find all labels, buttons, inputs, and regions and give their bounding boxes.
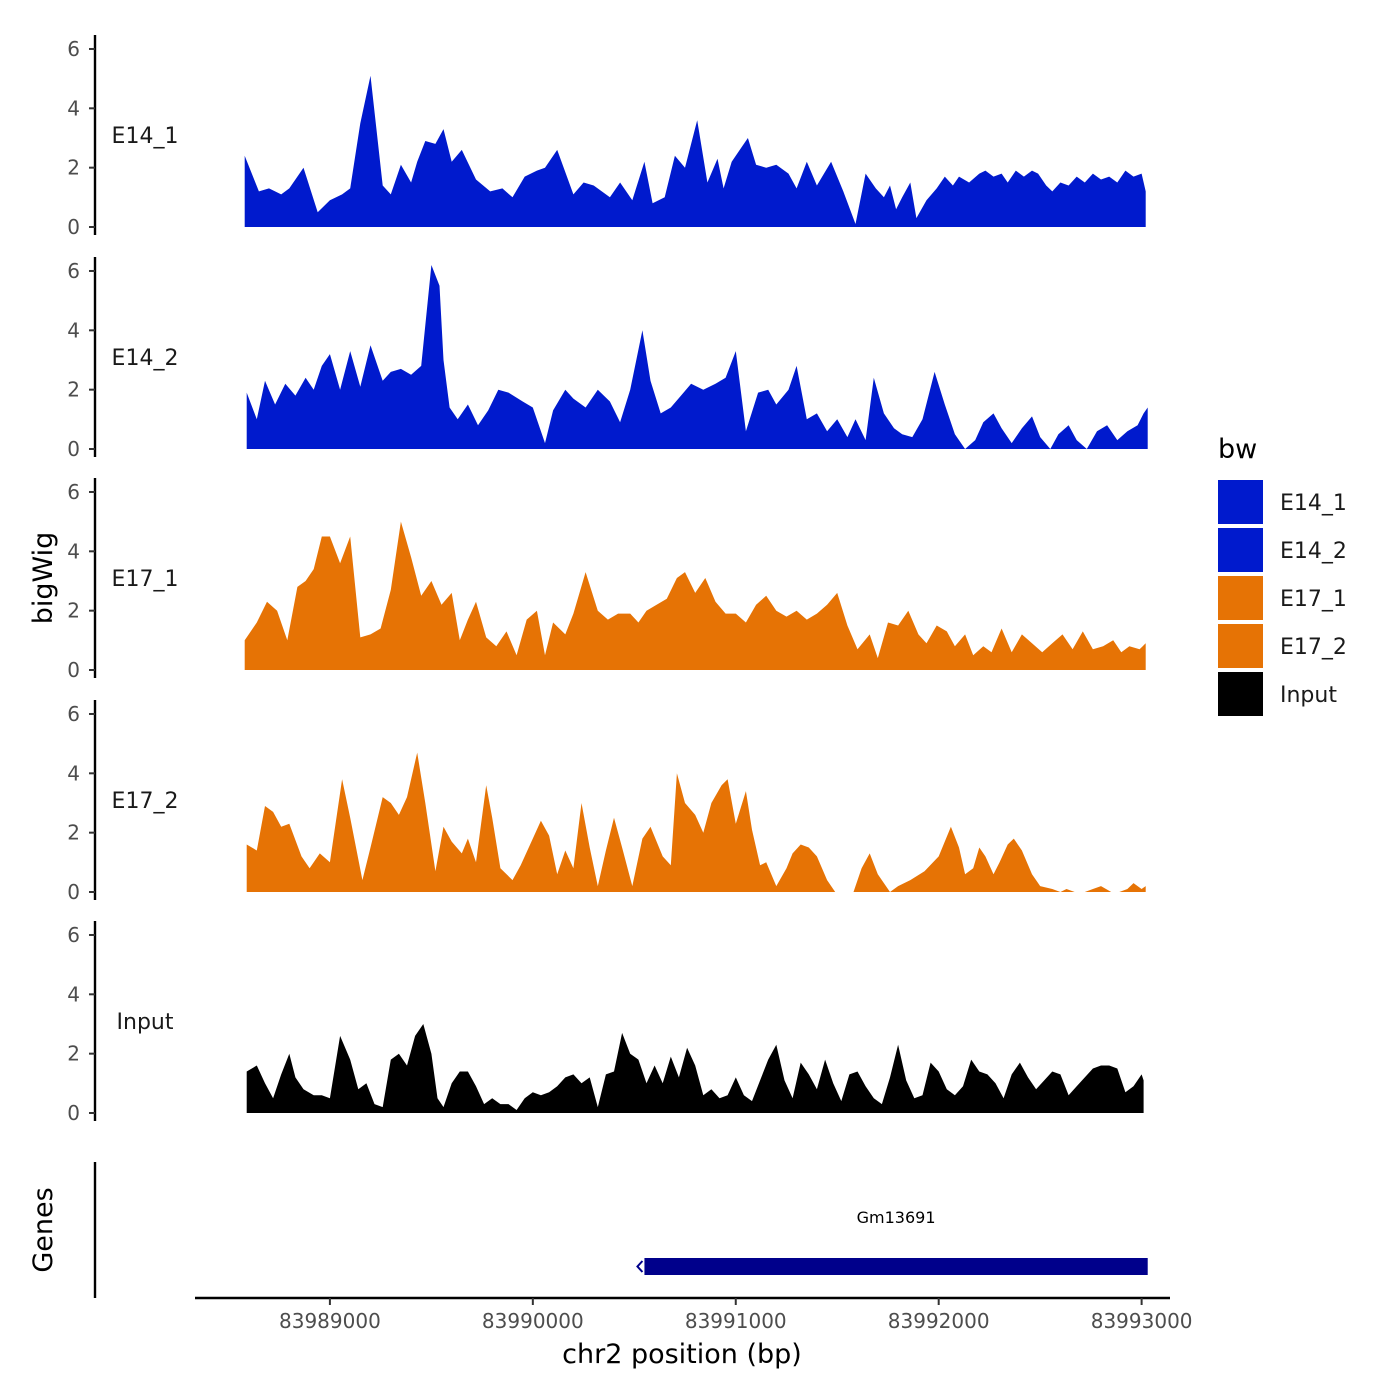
x-tick-label: 83992000	[888, 1309, 990, 1333]
legend-label: E14_1	[1280, 491, 1347, 516]
y-tick-label: 2	[67, 378, 80, 402]
track-Input: 0 2 4 6 Input	[67, 921, 1144, 1125]
track-label: E17_1	[112, 567, 179, 592]
y-axis-title: bigWig	[28, 532, 59, 625]
y-tick-label: 0	[67, 658, 80, 682]
y-tick-label: 6	[67, 923, 80, 947]
gene-Gm13691: Gm13691	[636, 1208, 1148, 1275]
y-tick-label: 2	[67, 599, 80, 623]
x-axis: 83989000 83990000 83991000 83992000 83993000	[195, 1296, 1193, 1333]
legend-swatch	[1218, 528, 1263, 572]
genes-panel: Gm13691	[93, 1162, 1148, 1298]
legend-item-E14_2: E14_2	[1218, 528, 1347, 572]
y-tick-label: 2	[67, 1042, 80, 1066]
legend-label: E17_1	[1280, 587, 1347, 612]
area-E14_1	[244, 75, 1146, 227]
track-E17_1: 0 2 4 6 E17_1	[67, 478, 1146, 682]
legend-swatch	[1218, 576, 1263, 620]
track-label: E17_2	[112, 789, 179, 814]
legend-swatch	[1218, 672, 1263, 716]
track-E14_2: 0 2 4 6 E14_2	[67, 257, 1148, 461]
track-label: Input	[117, 1010, 174, 1035]
y-tick-label: 6	[67, 702, 80, 726]
legend-label: E14_2	[1280, 539, 1347, 564]
legend-label: Input	[1280, 683, 1337, 708]
y-tick-label: 0	[67, 1101, 80, 1125]
track-label: E14_1	[112, 124, 179, 149]
y-tick-label: 6	[67, 37, 80, 61]
track-E17_2: 0 2 4 6 E17_2	[67, 700, 1146, 904]
strand-arrow	[636, 1260, 644, 1273]
legend-item-E17_1: E17_1	[1218, 576, 1347, 620]
y-tick-label: 4	[67, 761, 80, 785]
y-tick-label: 6	[67, 480, 80, 504]
legend-swatch	[1218, 480, 1263, 524]
legend-item-E14_1: E14_1	[1218, 480, 1347, 524]
legend-title: bw	[1218, 434, 1257, 465]
y-tick-label: 4	[67, 982, 80, 1006]
area-E14_2	[246, 265, 1148, 449]
track-E14_1: 0 2 4 6 E14_1	[67, 35, 1146, 239]
legend-label: E17_2	[1280, 635, 1347, 660]
track-label: E14_2	[112, 346, 179, 371]
y-tick-label: 6	[67, 259, 80, 283]
gene-label: Gm13691	[857, 1208, 936, 1227]
gene-body	[644, 1258, 1148, 1275]
genes-axis-title: Genes	[28, 1187, 59, 1272]
y-tick-label: 4	[67, 96, 80, 120]
y-tick-label: 4	[67, 318, 80, 342]
area-E17_1	[244, 521, 1146, 670]
y-tick-label: 2	[67, 156, 80, 180]
x-tick-label: 83989000	[279, 1309, 381, 1333]
x-axis-title: chr2 position (bp)	[562, 1339, 802, 1370]
x-tick-label: 83991000	[685, 1309, 787, 1333]
y-tick-label: 0	[67, 880, 80, 904]
x-tick-label: 83990000	[482, 1309, 584, 1333]
tracks-area: 0 2 4 6 E14_1 0 2 4 6 E14_2 0 2 4 6 E17_1 0 2 4 6 E17_2 0 2 4 6…	[67, 35, 1148, 1125]
area-Input	[246, 1024, 1144, 1113]
y-tick-label: 0	[67, 215, 80, 239]
y-tick-label: 4	[67, 539, 80, 563]
legend-item-Input: Input	[1218, 672, 1337, 716]
area-E17_2	[246, 752, 1146, 892]
legend: bw E14_1 E14_2 E17_1 E17_2 Input	[1218, 434, 1347, 716]
y-tick-label: 0	[67, 437, 80, 461]
x-tick-label: 83993000	[1091, 1309, 1193, 1333]
legend-item-E17_2: E17_2	[1218, 624, 1347, 668]
y-tick-label: 2	[67, 821, 80, 845]
legend-swatch	[1218, 624, 1263, 668]
